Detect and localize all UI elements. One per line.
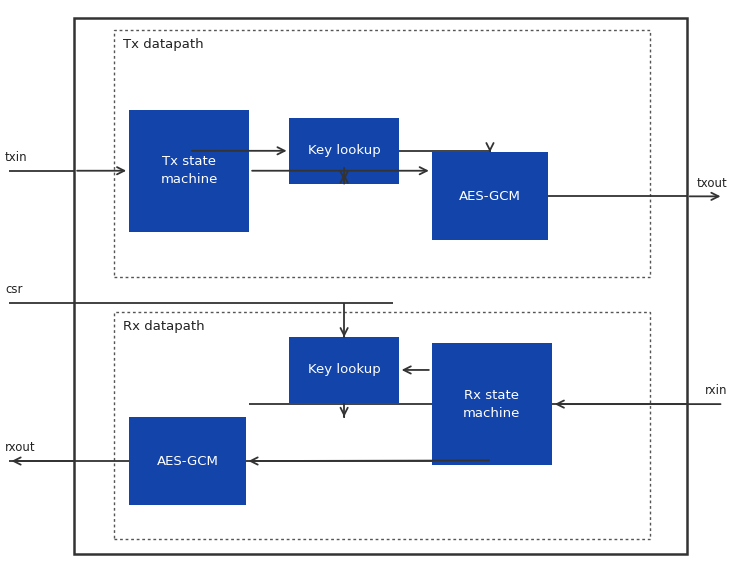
Bar [75, 18, 687, 554]
Text: Tx state
machine: Tx state machine [160, 155, 218, 186]
Text: Rx datapath: Rx datapath [123, 320, 205, 333]
Text: rxin: rxin [704, 384, 727, 398]
Text: AES-GCM: AES-GCM [157, 455, 218, 467]
Text: Tx datapath: Tx datapath [123, 38, 203, 51]
Text: rxout: rxout [5, 441, 36, 454]
Text: csr: csr [5, 283, 23, 296]
Text: Key lookup: Key lookup [307, 363, 381, 376]
Text: Key lookup: Key lookup [307, 144, 381, 157]
Bar [129, 110, 250, 232]
Bar [114, 312, 651, 539]
Bar [129, 417, 246, 505]
Text: AES-GCM: AES-GCM [459, 190, 521, 203]
Bar [432, 343, 552, 465]
Bar [289, 118, 399, 184]
Bar [114, 30, 651, 277]
Text: Rx state
machine: Rx state machine [463, 388, 520, 420]
Bar [289, 337, 399, 403]
Bar [432, 152, 548, 240]
Text: txin: txin [5, 151, 28, 164]
Text: txout: txout [696, 177, 727, 189]
